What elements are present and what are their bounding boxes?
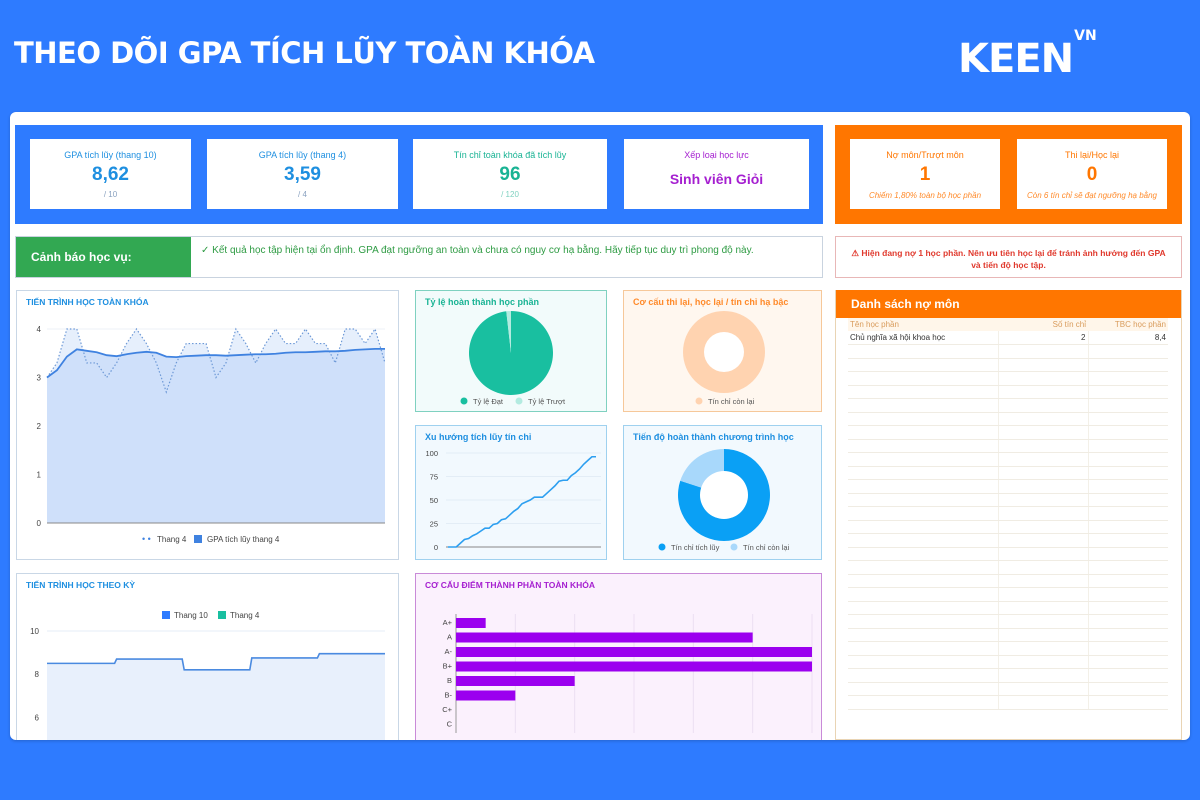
svg-text:Thang 4: Thang 4 <box>230 611 260 620</box>
debt-row-empty <box>848 344 1168 359</box>
svg-text:B-: B- <box>445 691 453 700</box>
debt-row-empty <box>848 371 1168 386</box>
debt-row-empty <box>848 479 1168 494</box>
kpi-retakes: Thi lại/Học lại 0 Còn 6 tín chỉ sẽ đạt n… <box>1017 139 1167 209</box>
svg-text:Tỷ lệ Đạt: Tỷ lệ Đạt <box>473 397 504 406</box>
svg-text:A+: A+ <box>443 618 453 627</box>
svg-text:6: 6 <box>35 713 40 722</box>
debt-list-title: Danh sách nợ môn <box>836 290 1181 318</box>
dashboard-sheet: GPA tích lũy (thang 10) 8,62 / 10 GPA tí… <box>10 112 1190 740</box>
program-progress-donut: Tín chỉ tích lũy Tín chỉ còn lại <box>658 449 790 552</box>
chart-program-progress: Tín chỉ tích lũy Tín chỉ còn lại Tiến độ … <box>623 425 822 560</box>
debt-row-empty <box>848 655 1168 669</box>
debt-row-empty <box>848 425 1168 440</box>
debt-row-empty <box>848 614 1168 629</box>
svg-text:3: 3 <box>37 374 42 383</box>
svg-text:8: 8 <box>35 670 40 679</box>
overall-progress-plot: 0 1 2 3 4 • • Thang 4 GPA tích lũy thang 4 <box>37 325 386 544</box>
debt-row-empty <box>848 587 1168 602</box>
debt-row-empty <box>848 628 1168 642</box>
svg-text:GPA tích lũy thang 4: GPA tích lũy thang 4 <box>207 535 280 544</box>
svg-text:B: B <box>447 676 452 685</box>
debt-row-empty <box>848 466 1168 480</box>
debt-row-empty <box>848 358 1168 372</box>
svg-text:75: 75 <box>430 473 438 482</box>
svg-text:25: 25 <box>430 520 438 529</box>
debt-row-empty <box>848 682 1168 696</box>
svg-text:Tín chỉ tích lũy: Tín chỉ tích lũy <box>671 543 720 552</box>
svg-text:0: 0 <box>37 519 42 528</box>
svg-text:• •: • • <box>142 534 151 544</box>
svg-text:C: C <box>447 720 453 729</box>
svg-text:Tỷ lệ Trượt: Tỷ lệ Trượt <box>528 397 566 406</box>
svg-text:C+: C+ <box>442 705 452 714</box>
svg-text:Tín chỉ còn lại: Tín chỉ còn lại <box>708 397 755 406</box>
debt-row-empty <box>848 668 1168 683</box>
chart-pass-rate: Tỷ lệ Đạt Tỷ lệ Trượt Tỷ lệ hoàn thành họ… <box>415 290 607 412</box>
debt-row-empty <box>848 574 1168 588</box>
kpi-band-academic: GPA tích lũy (thang 10) 8,62 / 10 GPA tí… <box>15 125 823 224</box>
kpi-band-risk: Nợ môn/Trượt môn 1 Chiếm 1,80% toàn bộ h… <box>835 125 1182 224</box>
debt-row-empty <box>848 452 1168 467</box>
debt-row-empty <box>848 520 1168 534</box>
svg-text:50: 50 <box>430 496 438 505</box>
debt-row: Chủ nghĩa xã hội khoa học 2 8,4 <box>848 331 1168 345</box>
debt-row-empty <box>848 560 1168 575</box>
academic-alert-message: ✓ Kết quả học tập hiện tại ổn định. GPA … <box>201 245 754 256</box>
pass-rate-pie: Tỷ lệ Đạt Tỷ lệ Trượt <box>460 311 566 406</box>
chart-semester-progress: 6 8 10 Thang 10 Thang 4 TIẾN TRÌNH HỌC THEO … <box>16 573 399 740</box>
chart-grade-distribution: A+ A A- B+ B B- C+ C CƠ CẤU ĐIỂM THÀNH PHẦN TOÀ… <box>415 573 822 740</box>
kpi-failed-courses: Nợ môn/Trượt môn 1 Chiếm 1,80% toàn bộ h… <box>850 139 1000 209</box>
semester-progress-plot: 6 8 10 Thang 10 Thang 4 <box>30 611 385 740</box>
svg-text:A-: A- <box>445 647 453 656</box>
kpi-gpa-10: GPA tích lũy (thang 10) 8,62 / 10 <box>30 139 191 209</box>
retake-donut: Tín chỉ còn lại <box>683 311 765 406</box>
chart-overall-progress: 0 1 2 3 4 • • Thang 4 GPA tích lũy thang 4 TIẾN… <box>16 290 399 560</box>
svg-text:Thang 4: Thang 4 <box>157 535 187 544</box>
debt-row-empty <box>848 695 1168 710</box>
svg-text:10: 10 <box>30 627 39 636</box>
kpi-gpa-4: GPA tích lũy (thang 4) 3,59 / 4 <box>207 139 398 209</box>
kpi-credits: Tín chỉ toàn khóa đã tích lũy 96 / 120 <box>413 139 607 209</box>
credit-trend-plot: 0 25 50 75 100 <box>425 449 601 552</box>
debt-alert: ⚠ Hiện đang nợ 1 học phần. Nên ưu tiên h… <box>835 236 1182 278</box>
debt-row-empty <box>848 506 1168 521</box>
col-course-name: Tên học phần <box>848 318 998 331</box>
debt-row-empty <box>848 398 1168 413</box>
kpi-classification: Xếp loại học lực Sinh viên Giỏi <box>624 139 809 209</box>
svg-text:Tín chỉ còn lại: Tín chỉ còn lại <box>743 543 790 552</box>
debt-list-panel: Danh sách nợ môn Tên học phần Số tín chỉ… <box>835 290 1182 740</box>
debt-row-empty <box>848 641 1168 656</box>
chart-retake-structure: Tín chỉ còn lại Cơ cấu thi lại, học lại … <box>623 290 822 412</box>
debt-row-empty <box>848 533 1168 548</box>
debt-row-empty <box>848 493 1168 507</box>
svg-text:4: 4 <box>37 325 42 334</box>
grade-distribution-bars: A+ A A- B+ B B- C+ C <box>442 614 813 733</box>
svg-text:A: A <box>447 633 452 642</box>
svg-text:Thang 10: Thang 10 <box>174 611 208 620</box>
chart-credit-trend: 0 25 50 75 100 Xu hướng tích lũy tín chỉ <box>415 425 607 560</box>
academic-alert: Cảnh báo học vụ: ✓ Kết quả học tập hiện … <box>15 236 823 278</box>
col-course-avg: TBC học phần <box>1088 318 1168 331</box>
debt-list-table: Tên học phần Số tín chỉ TBC học phần Chủ… <box>848 318 1168 710</box>
svg-text:0: 0 <box>434 543 438 552</box>
debt-row-empty <box>848 385 1168 399</box>
svg-text:100: 100 <box>425 449 438 458</box>
academic-alert-label: Cảnh báo học vụ: <box>16 237 191 277</box>
page-title: THEO DÕI GPA TÍCH LŨY TOÀN KHÓA <box>14 36 595 70</box>
svg-text:B+: B+ <box>443 662 453 671</box>
brand-logo: KEENVN <box>958 27 1097 82</box>
debt-row-empty <box>848 601 1168 615</box>
debt-row-empty <box>848 439 1168 453</box>
debt-row-empty <box>848 547 1168 561</box>
debt-row-empty <box>848 412 1168 426</box>
svg-text:2: 2 <box>37 422 42 431</box>
col-credits: Số tín chỉ <box>998 318 1088 331</box>
svg-text:1: 1 <box>37 471 42 480</box>
